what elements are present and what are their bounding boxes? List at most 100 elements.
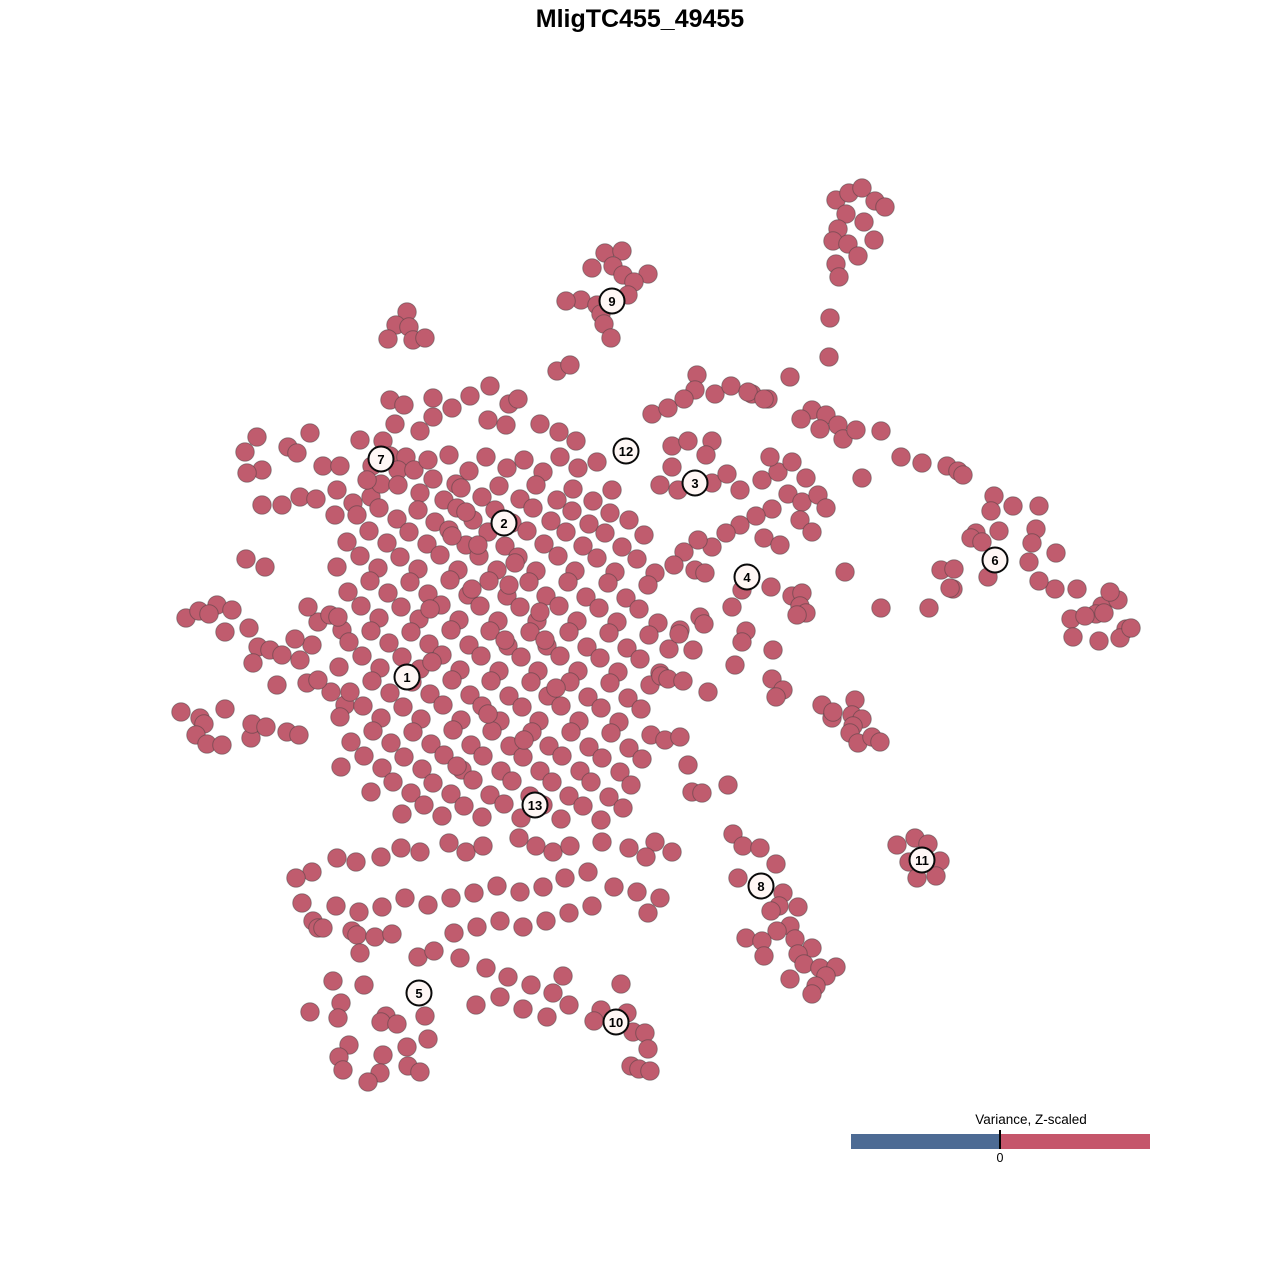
data-point (289, 725, 309, 745)
data-point (612, 241, 632, 261)
data-point (489, 476, 509, 496)
data-point (514, 450, 534, 470)
data-point (382, 924, 402, 944)
data-point (579, 737, 599, 757)
data-point (498, 967, 518, 987)
data-point (549, 596, 569, 616)
data-point (591, 810, 611, 830)
data-point (1019, 552, 1039, 572)
data-point (236, 549, 256, 569)
data-point (272, 645, 292, 665)
colorbar-gradient (851, 1134, 1150, 1149)
data-point (619, 510, 639, 530)
data-point (634, 525, 654, 545)
cluster-label-8: 8 (747, 872, 775, 900)
data-point (478, 704, 498, 724)
data-point (362, 671, 382, 691)
data-point (550, 447, 570, 467)
data-point (328, 607, 348, 627)
data-point (350, 546, 370, 566)
data-point (534, 534, 554, 554)
data-point (683, 640, 703, 660)
data-point (443, 720, 463, 740)
data-point (496, 415, 516, 435)
data-point (495, 536, 515, 556)
data-point (953, 465, 973, 485)
data-point (417, 534, 437, 554)
data-point (462, 579, 482, 599)
data-point (738, 382, 758, 402)
data-point (852, 178, 872, 198)
data-point (302, 635, 322, 655)
data-point (848, 246, 868, 266)
data-point (459, 461, 479, 481)
data-point (599, 623, 619, 643)
data-point (1046, 543, 1066, 563)
data-point (424, 941, 444, 961)
data-point (480, 376, 500, 396)
data-point (267, 675, 287, 695)
data-point (392, 804, 412, 824)
data-point (378, 329, 398, 349)
data-point (439, 445, 459, 465)
data-point (730, 480, 750, 500)
data-point (717, 464, 737, 484)
data-point (444, 923, 464, 943)
data-point (363, 721, 383, 741)
data-point (380, 683, 400, 703)
data-point (1045, 579, 1065, 599)
data-point (372, 897, 392, 917)
data-point (835, 562, 855, 582)
data-point (347, 505, 367, 525)
data-point (440, 570, 460, 590)
data-point (422, 652, 442, 672)
data-point (350, 430, 370, 450)
data-point (300, 1002, 320, 1022)
data-point (313, 456, 333, 476)
data-point (388, 475, 408, 495)
data-point (698, 682, 718, 702)
data-point (912, 453, 932, 473)
cluster-label-3: 3 (681, 469, 709, 497)
data-point (287, 443, 307, 463)
data-point (650, 888, 670, 908)
data-point (456, 842, 476, 862)
data-point (604, 877, 624, 897)
data-point (891, 447, 911, 467)
data-point (794, 954, 814, 974)
data-point (640, 1061, 660, 1081)
data-point (237, 463, 257, 483)
data-point (638, 903, 658, 923)
data-point (341, 732, 361, 752)
data-point (487, 876, 507, 896)
data-point (300, 423, 320, 443)
data-point (481, 671, 501, 691)
data-point (1022, 533, 1042, 553)
data-point (473, 836, 493, 856)
data-point (612, 537, 632, 557)
data-point (505, 553, 525, 573)
data-point (639, 625, 659, 645)
data-point (854, 212, 874, 232)
data-point (468, 535, 488, 555)
data-point (573, 536, 593, 556)
data-point (732, 632, 752, 652)
data-point (543, 983, 563, 1003)
data-point (383, 772, 403, 792)
data-point (399, 522, 419, 542)
cluster-label-10: 10 (602, 1008, 630, 1036)
data-point (678, 755, 698, 775)
data-point (410, 842, 430, 862)
data-point (513, 747, 533, 767)
data-point (766, 854, 786, 874)
data-point (415, 328, 435, 348)
data-point (579, 514, 599, 534)
data-point (387, 509, 407, 529)
data-point (447, 756, 467, 776)
data-point (692, 783, 712, 803)
data-point (412, 759, 432, 779)
data-point (513, 999, 533, 1019)
data-point (401, 622, 421, 642)
data-point (763, 640, 783, 660)
data-point (338, 582, 358, 602)
